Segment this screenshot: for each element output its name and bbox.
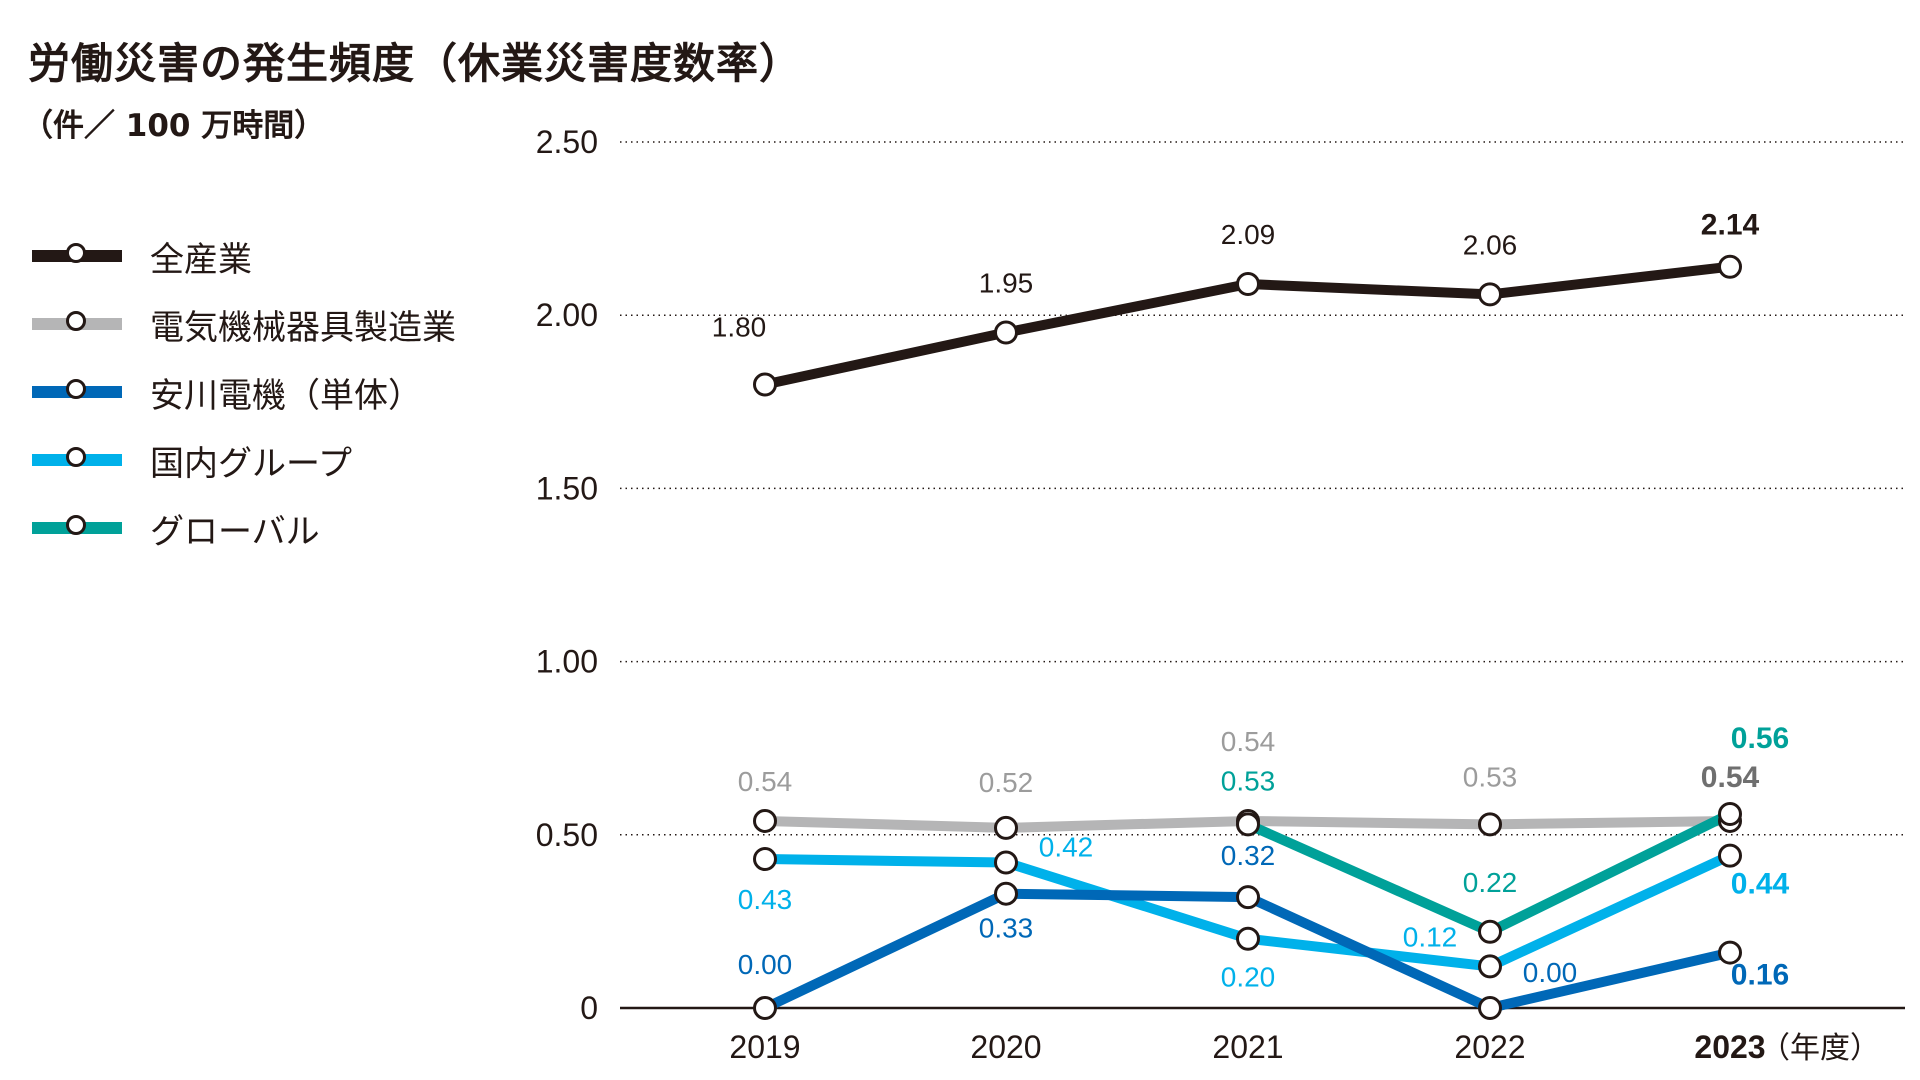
data-label: 1.95 bbox=[979, 268, 1034, 299]
legend-item-domestic-group: 国内グループ bbox=[32, 426, 456, 494]
data-label: 2.09 bbox=[1221, 219, 1276, 250]
data-label: 0.53 bbox=[1221, 765, 1276, 796]
y-tick-label: 2.50 bbox=[536, 124, 598, 160]
legend-swatch bbox=[32, 515, 122, 535]
data-point bbox=[1478, 954, 1502, 979]
data-point bbox=[1718, 940, 1742, 965]
data-point bbox=[994, 850, 1018, 875]
legend-item-electrical-machinery: 電気機械器具製造業 bbox=[32, 290, 456, 358]
legend-swatch bbox=[32, 311, 122, 331]
x-tick-label: 2019 bbox=[729, 1029, 800, 1065]
data-label: 0.12 bbox=[1403, 921, 1458, 952]
legend-label: 全産業 bbox=[150, 239, 252, 280]
data-label: 0.44 bbox=[1731, 868, 1790, 901]
chart-subtitle: （件／ 100 万時間） bbox=[22, 108, 326, 144]
data-point bbox=[994, 320, 1018, 345]
legend-item-all-industries: 全産業 bbox=[32, 222, 456, 290]
data-point bbox=[753, 996, 777, 1020]
data-label: 0.52 bbox=[979, 767, 1034, 798]
legend-swatch bbox=[32, 243, 122, 263]
data-label: 0.32 bbox=[1221, 840, 1276, 871]
y-tick-label: 0.50 bbox=[536, 817, 598, 853]
data-label: 0.33 bbox=[979, 913, 1034, 944]
legend-swatch bbox=[32, 379, 122, 399]
legend-label: 安川電機（単体） bbox=[150, 375, 422, 416]
data-point bbox=[753, 372, 777, 397]
data-point bbox=[1478, 812, 1502, 837]
data-point bbox=[1236, 885, 1260, 910]
data-point bbox=[1478, 996, 1502, 1020]
x-tick-label: 2021 bbox=[1212, 1029, 1283, 1065]
data-label: 0.00 bbox=[1523, 957, 1578, 988]
data-label: 0.22 bbox=[1463, 867, 1518, 898]
x-tick-label: 2023 bbox=[1694, 1029, 1765, 1065]
y-tick-label: 2.00 bbox=[536, 297, 598, 333]
data-label: 2.06 bbox=[1463, 229, 1518, 260]
legend-label: 電気機械器具製造業 bbox=[150, 307, 456, 348]
data-label: 0.54 bbox=[1221, 726, 1276, 757]
data-label: 1.80 bbox=[712, 311, 767, 342]
data-point bbox=[994, 881, 1018, 906]
y-tick-label: 1.00 bbox=[536, 644, 598, 680]
data-point bbox=[1478, 919, 1502, 944]
chart-title: 労働災害の発生頻度（休業災害度数率） bbox=[28, 39, 803, 88]
data-point bbox=[1718, 802, 1742, 827]
x-tick-label: 2022 bbox=[1454, 1029, 1525, 1065]
data-label: 0.53 bbox=[1463, 761, 1518, 792]
x-tick-label: 2020 bbox=[970, 1029, 1041, 1065]
data-point bbox=[1718, 254, 1742, 279]
data-point bbox=[1236, 272, 1260, 297]
data-point bbox=[994, 815, 1018, 840]
data-point bbox=[1236, 812, 1260, 837]
data-label: 0.54 bbox=[738, 766, 793, 797]
data-label: 0.43 bbox=[738, 884, 793, 915]
data-label: 0.16 bbox=[1731, 959, 1789, 992]
x-axis-unit: （年度） bbox=[1760, 1032, 1880, 1065]
data-label: 0.56 bbox=[1731, 722, 1789, 755]
data-label: 0.20 bbox=[1221, 962, 1276, 993]
y-tick-label: 1.50 bbox=[536, 470, 598, 506]
data-point bbox=[1236, 926, 1260, 951]
legend-item-global: グローバル bbox=[32, 494, 456, 562]
data-label: 2.14 bbox=[1701, 209, 1760, 242]
legend: 全産業 電気機械器具製造業 安川電機（単体） 国内グループ グローバル bbox=[32, 222, 456, 562]
data-label: 0.00 bbox=[738, 949, 793, 980]
legend-item-yaskawa: 安川電機（単体） bbox=[32, 358, 456, 426]
y-tick-label: 0 bbox=[580, 990, 598, 1026]
legend-swatch bbox=[32, 447, 122, 467]
data-point bbox=[753, 808, 777, 833]
data-label: 0.54 bbox=[1701, 761, 1760, 794]
data-point bbox=[1718, 843, 1742, 868]
data-point bbox=[753, 847, 777, 872]
legend-label: 国内グループ bbox=[150, 443, 352, 484]
legend-label: グローバル bbox=[150, 511, 320, 552]
data-point bbox=[1478, 282, 1502, 307]
data-label: 0.42 bbox=[1039, 832, 1094, 863]
